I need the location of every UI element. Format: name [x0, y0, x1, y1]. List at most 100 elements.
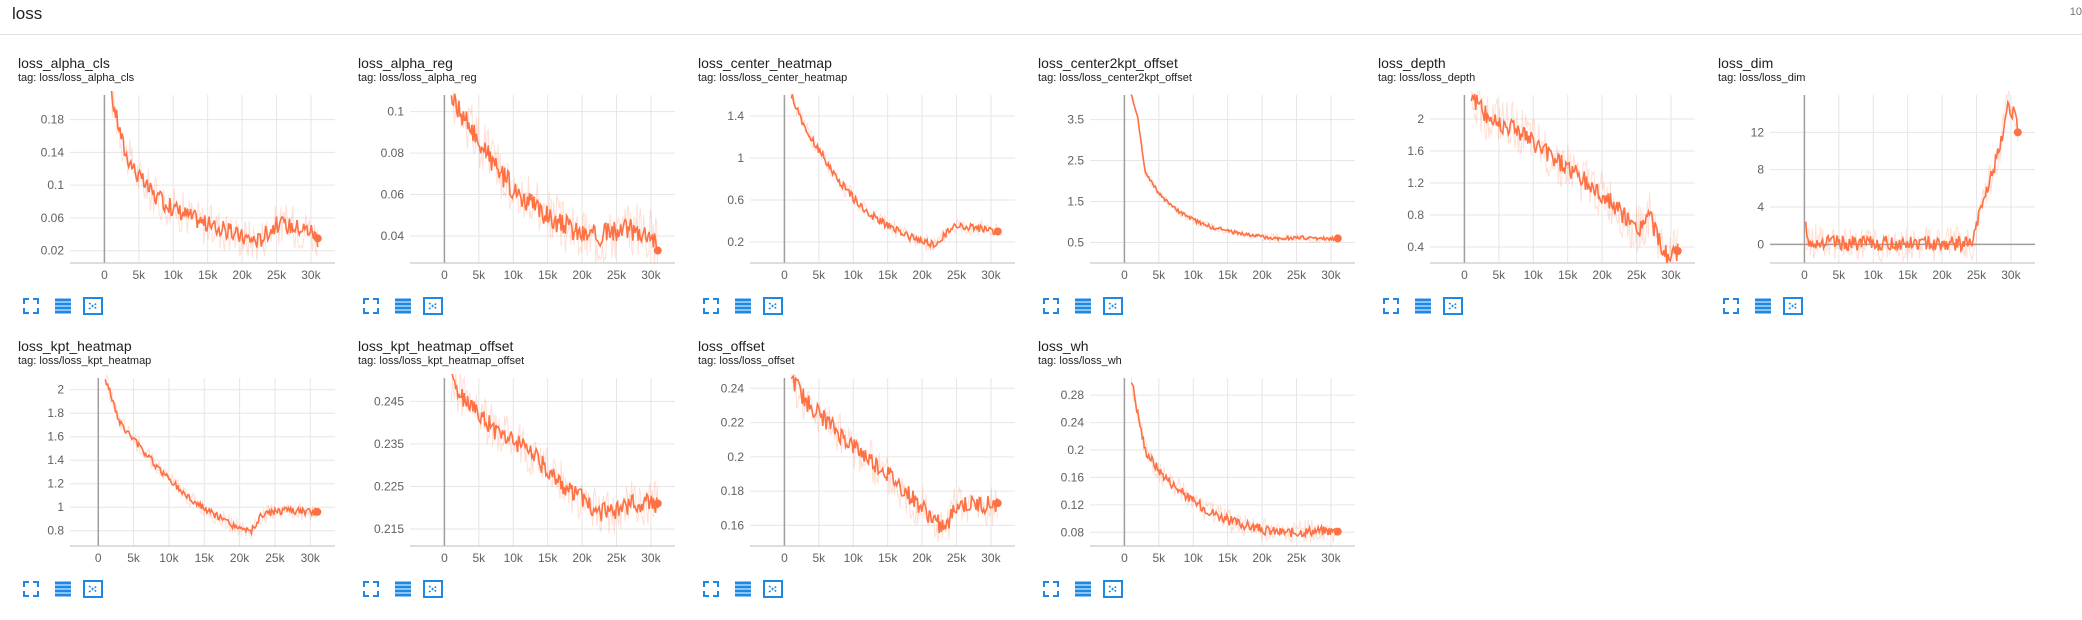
fit-domain-button[interactable]: [762, 578, 784, 600]
fit-domain-button[interactable]: [1442, 295, 1464, 317]
chart-tag: tag: loss/loss_center_heatmap: [698, 72, 848, 84]
fit-domain-button[interactable]: [422, 295, 444, 317]
fit-domain-icon: [83, 580, 103, 598]
y-tick-label: 0.16: [1061, 470, 1085, 484]
chart-plot[interactable]: 0 4 8 12 0 5k 10k 15k 20k 25k 30k: [1712, 89, 2047, 289]
toggle-log-scale-button[interactable]: [392, 578, 414, 600]
series-end-point: [653, 246, 662, 255]
fullscreen-icon: [1723, 298, 1739, 314]
chart-plot[interactable]: 0.4 0.8 1.2 1.6 2 0 5k 10k 15k 20k 25k 30k: [1372, 89, 1707, 289]
x-tick-label: 15k: [878, 551, 898, 565]
chart-card-loss-kpt-heatmap[interactable]: loss_kpt_heatmap tag: loss/loss_kpt_heatm…: [12, 338, 342, 610]
fit-domain-button[interactable]: [1102, 295, 1124, 317]
fullscreen-button[interactable]: [1380, 295, 1402, 317]
y-tick-label: 0.225: [374, 479, 404, 493]
x-tick-label: 30k: [2001, 268, 2021, 282]
chart-card-loss-center2kpt-offset[interactable]: loss_center2kpt_offset tag: loss/loss_cen…: [1032, 55, 1362, 327]
x-tick-label: 25k: [607, 551, 627, 565]
fit-domain-icon: [1103, 297, 1123, 315]
x-tick-label: 0: [1461, 268, 1468, 282]
chart-plot[interactable]: 0.215 0.225 0.235 0.245 0 5k 10k 15k 20k 25k 30k: [352, 372, 687, 572]
toggle-log-scale-button[interactable]: [392, 295, 414, 317]
fit-domain-button[interactable]: [82, 578, 104, 600]
chart-tag: tag: loss/loss_depth: [1378, 72, 1476, 84]
fit-domain-button[interactable]: [82, 295, 104, 317]
fullscreen-icon: [23, 581, 39, 597]
chart-plot[interactable]: 0.5 1.5 2.5 3.5 0 5k 10k 15k 20k 25k 30k: [1032, 89, 1367, 289]
fullscreen-button[interactable]: [1040, 578, 1062, 600]
chart-plot[interactable]: 0.8 1 1.2 1.4 1.6 1.8 2 0 5k 10k 15k 20k 25k 30k: [12, 372, 347, 572]
y-tick-label: 0.08: [381, 146, 405, 160]
x-tick-label: 0: [441, 551, 448, 565]
series-end-point: [1333, 527, 1342, 536]
toggle-log-scale-button[interactable]: [52, 295, 74, 317]
fullscreen-button[interactable]: [360, 578, 382, 600]
chart-card-loss-kpt-heatmap-offset[interactable]: loss_kpt_heatmap_offset tag: loss/loss_kp…: [352, 338, 682, 610]
fullscreen-button[interactable]: [360, 295, 382, 317]
x-tick-label: 10k: [504, 268, 524, 282]
x-tick-label: 15k: [1218, 268, 1238, 282]
toggle-log-scale-button[interactable]: [732, 295, 754, 317]
chart-tag: tag: loss/loss_kpt_heatmap: [18, 355, 152, 367]
fullscreen-button[interactable]: [1040, 295, 1062, 317]
x-tick-label: 20k: [232, 268, 252, 282]
toggle-log-scale-button[interactable]: [1072, 295, 1094, 317]
chart-plot[interactable]: 0.2 0.6 1 1.4 0 5k 10k 15k 20k 25k 30k: [692, 89, 1027, 289]
toggle-log-scale-button[interactable]: [1072, 578, 1094, 600]
toggle-log-scale-button[interactable]: [1412, 295, 1434, 317]
chart-tag: tag: loss/loss_alpha_reg: [358, 72, 477, 84]
toggle-log-scale-icon: [1755, 298, 1771, 314]
fullscreen-button[interactable]: [20, 295, 42, 317]
chart-plot[interactable]: 0.02 0.06 0.1 0.14 0.18 0 5k 10k 15k 20k 25k 30k: [12, 89, 347, 289]
chart-plot[interactable]: 0.08 0.12 0.16 0.2 0.24 0.28 0 5k 10k 15k 20k 25k 30…: [1032, 372, 1367, 572]
series-end-point: [1673, 247, 1682, 255]
fullscreen-button[interactable]: [20, 578, 42, 600]
chart-plot[interactable]: 0.04 0.06 0.08 0.1 0 5k 10k 15k 20k 25k 30k: [352, 89, 687, 289]
x-tick-label: 10k: [1184, 268, 1204, 282]
x-tick-label: 30k: [981, 551, 1001, 565]
chart-card-loss-alpha-reg[interactable]: loss_alpha_reg tag: loss/loss_alpha_reg 0.…: [352, 55, 682, 327]
x-tick-label: 20k: [230, 551, 250, 565]
chart-card-loss-dim[interactable]: loss_dim tag: loss/loss_dim 0 4 8 12 0 5k 10k 15k…: [1712, 55, 2042, 327]
x-tick-label: 15k: [195, 551, 215, 565]
chart-card-loss-center-heatmap[interactable]: loss_center_heatmap tag: loss/loss_center…: [692, 55, 1022, 327]
chart-card-loss-wh[interactable]: loss_wh tag: loss/loss_wh 0.08 0.12 0.16 0.2 0…: [1032, 338, 1362, 610]
series-end-point: [313, 507, 322, 516]
fit-domain-button[interactable]: [762, 295, 784, 317]
chart-plot[interactable]: 0.16 0.18 0.2 0.22 0.24 0 5k 10k 15k 20k 25k 30k: [692, 372, 1027, 572]
fullscreen-button[interactable]: [700, 578, 722, 600]
chart-title: loss_center_heatmap: [698, 55, 832, 71]
y-tick-label: 2.5: [1067, 154, 1084, 168]
series-raw-line: [1471, 91, 1679, 263]
fit-domain-button[interactable]: [422, 578, 444, 600]
section-header[interactable]: loss 10: [0, 0, 2082, 35]
x-tick-label: 5k: [127, 551, 141, 565]
chart-title: loss_depth: [1378, 55, 1446, 71]
fullscreen-icon: [363, 298, 379, 314]
x-tick-label: 15k: [538, 551, 558, 565]
y-tick-label: 1.6: [47, 430, 64, 444]
x-tick-label: 20k: [1252, 551, 1272, 565]
fullscreen-icon: [1383, 298, 1399, 314]
y-tick-label: 4: [1757, 200, 1764, 214]
series-smoothed-line: [104, 379, 318, 537]
x-tick-label: 15k: [198, 268, 218, 282]
fullscreen-button[interactable]: [1720, 295, 1742, 317]
chart-card-loss-alpha-cls[interactable]: loss_alpha_cls tag: loss/loss_alpha_cls 0.…: [12, 55, 342, 327]
x-tick-label: 25k: [1287, 551, 1307, 565]
fit-domain-button[interactable]: [1782, 295, 1804, 317]
y-tick-label: 1.8: [47, 406, 64, 420]
toggle-log-scale-button[interactable]: [52, 578, 74, 600]
x-tick-label: 30k: [1661, 268, 1681, 282]
fullscreen-button[interactable]: [700, 295, 722, 317]
chart-card-loss-offset[interactable]: loss_offset tag: loss/loss_offset 0.16 0.18…: [692, 338, 1022, 610]
toggle-log-scale-button[interactable]: [1752, 295, 1774, 317]
toggle-log-scale-button[interactable]: [732, 578, 754, 600]
y-tick-label: 0.1: [47, 178, 64, 192]
chart-tag: tag: loss/loss_alpha_cls: [18, 72, 135, 84]
x-tick-label: 25k: [1287, 268, 1307, 282]
x-tick-label: 20k: [572, 268, 592, 282]
fit-domain-button[interactable]: [1102, 578, 1124, 600]
chart-card-loss-depth[interactable]: loss_depth tag: loss/loss_depth 0.4 0.8 1.2 1…: [1372, 55, 1702, 327]
series-smoothed-line: [1130, 94, 1339, 242]
